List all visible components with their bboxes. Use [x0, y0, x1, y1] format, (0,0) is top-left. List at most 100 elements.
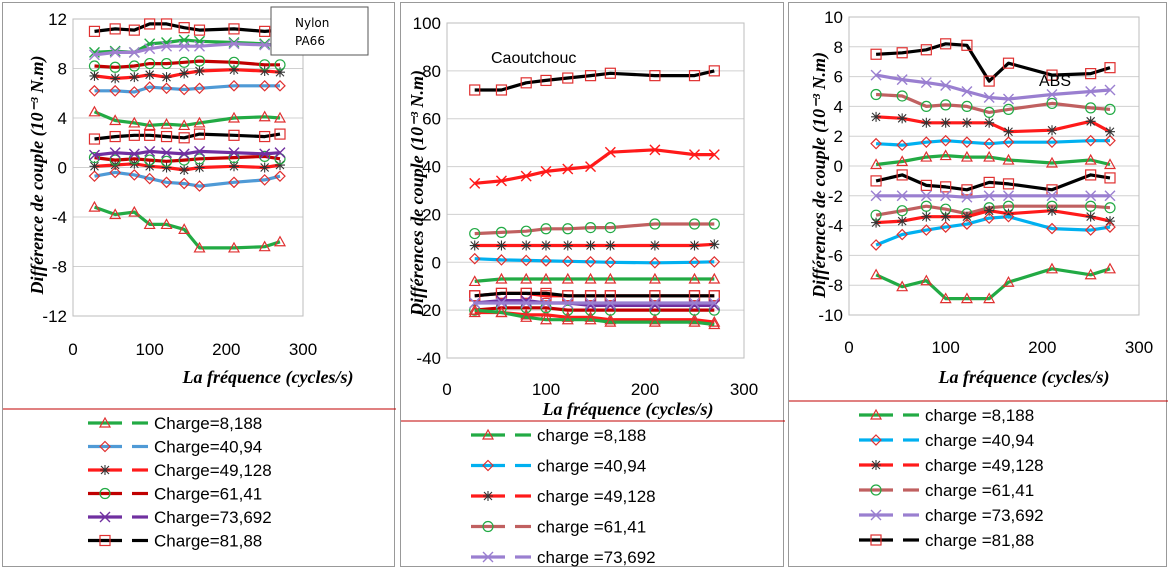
series-1-point	[584, 255, 597, 268]
series-2-point	[921, 117, 932, 128]
y-tick-label: 0	[834, 157, 843, 176]
y-tick-label: -40	[416, 349, 441, 368]
series-0-point	[1084, 268, 1097, 280]
series-3-point	[562, 223, 574, 235]
series-extra-6-point	[604, 290, 616, 302]
series-0-point	[539, 313, 553, 325]
legend-marker	[482, 551, 494, 563]
series-extra-2-line	[876, 194, 1110, 199]
series-4-point	[88, 149, 100, 161]
series-extra-0-point	[584, 70, 597, 82]
series-2-line	[94, 162, 281, 172]
legend-entry: charge =81,88	[925, 531, 1034, 550]
x-tick-label: 100	[532, 380, 560, 399]
series-extra-1-point	[1002, 178, 1015, 190]
legend-entry: charge =49,128	[925, 456, 1044, 475]
series-3-point	[495, 226, 508, 238]
legend-entry: Charge=8,188	[154, 414, 262, 433]
series-extra-1-point	[193, 82, 206, 95]
series-extra-4-line	[474, 306, 715, 312]
x-tick-label: 300	[1125, 338, 1153, 357]
series-2-point	[179, 164, 190, 175]
y-tick-label: 2	[834, 127, 843, 146]
series-extra-3-point	[708, 315, 721, 327]
series-0-point	[227, 241, 241, 253]
series-4-line	[94, 149, 281, 157]
series-extra-6-point	[584, 290, 597, 302]
series-extra-6-point	[228, 23, 240, 35]
series-extra-3-point	[1085, 200, 1097, 212]
series-1-point	[178, 177, 191, 190]
series-extra-2-point	[539, 272, 553, 284]
series-3-point	[1002, 103, 1015, 115]
series-extra-3-point	[259, 59, 271, 71]
legend-marker	[483, 491, 493, 501]
series-extra-3-point	[193, 55, 206, 67]
series-extra-1-point	[649, 144, 661, 156]
series-3-point	[193, 153, 206, 165]
series-extra-0-point	[128, 116, 141, 128]
series-extra-0-line	[93, 110, 281, 127]
series-5-point	[193, 128, 206, 140]
series-extra-5-point	[961, 218, 973, 230]
chart-label-caoutchouc: Caoutchouc	[491, 50, 576, 67]
series-4-point	[585, 297, 597, 309]
legend-marker	[870, 534, 882, 546]
series-1-point	[896, 139, 909, 151]
series-extra-0-point	[604, 67, 616, 79]
series-2-point	[144, 161, 155, 172]
series-0-point	[983, 292, 996, 304]
series-4-point	[870, 69, 882, 81]
series-2-point	[89, 161, 100, 172]
series-extra-3-point	[468, 306, 481, 318]
series-extra-0-point	[520, 77, 532, 89]
series-3-point	[540, 223, 552, 235]
series-0-line	[93, 205, 281, 250]
series-extra-2-point	[179, 68, 190, 79]
y-tick-label: 8	[58, 60, 67, 79]
series-extra-1-point	[178, 83, 191, 96]
series-4-point	[540, 297, 552, 309]
nylon-label-line1: Nylon	[295, 16, 329, 30]
series-extra-5-point	[870, 239, 882, 251]
series-3-point	[920, 100, 932, 113]
series-3-point	[1046, 97, 1058, 110]
series-extra-0-point	[960, 150, 973, 162]
series-extra-0-point	[939, 149, 952, 161]
legend-entry: Charge=81,88	[154, 532, 262, 551]
series-1-point	[258, 174, 271, 186]
series-extra-5-point	[920, 224, 933, 236]
series-extra-2-point	[194, 65, 205, 76]
y-tick-label: 40	[422, 158, 441, 177]
series-1-point	[870, 137, 882, 150]
series-5-point	[870, 48, 882, 60]
series-extra-1-point	[585, 161, 597, 173]
series-extra-3-point	[88, 60, 101, 72]
series-2-point	[161, 162, 172, 173]
series-2-point	[1105, 126, 1115, 137]
x-tick-label: 200	[212, 340, 240, 359]
series-extra-0-point	[1103, 158, 1117, 170]
y-tick-label: 100	[413, 14, 441, 33]
series-extra-1-point	[160, 82, 173, 95]
series-1-point	[160, 176, 173, 189]
series-1-point	[561, 255, 574, 268]
series-extra-3-point	[688, 313, 701, 325]
series-extra-2-point	[604, 272, 617, 284]
y-tick-label: 8	[834, 38, 843, 57]
legend-marker	[869, 408, 883, 420]
series-5-point	[274, 128, 286, 140]
series-extra-5-point	[939, 221, 952, 233]
series-extra-6-point	[88, 25, 101, 37]
series-0-point	[88, 200, 101, 212]
legend-entry: Charge=73,692	[154, 508, 272, 527]
series-extra-5-point	[194, 40, 205, 52]
series-extra-2-point	[495, 272, 508, 284]
series-3-point	[109, 154, 121, 166]
series-3-point	[983, 106, 995, 118]
series-extra-0-line	[474, 69, 715, 92]
y-tick-label: 12	[48, 10, 67, 29]
legend-entry: charge =73,692	[537, 548, 656, 567]
series-0-point	[128, 205, 141, 217]
series-extra-6-point	[708, 290, 720, 302]
